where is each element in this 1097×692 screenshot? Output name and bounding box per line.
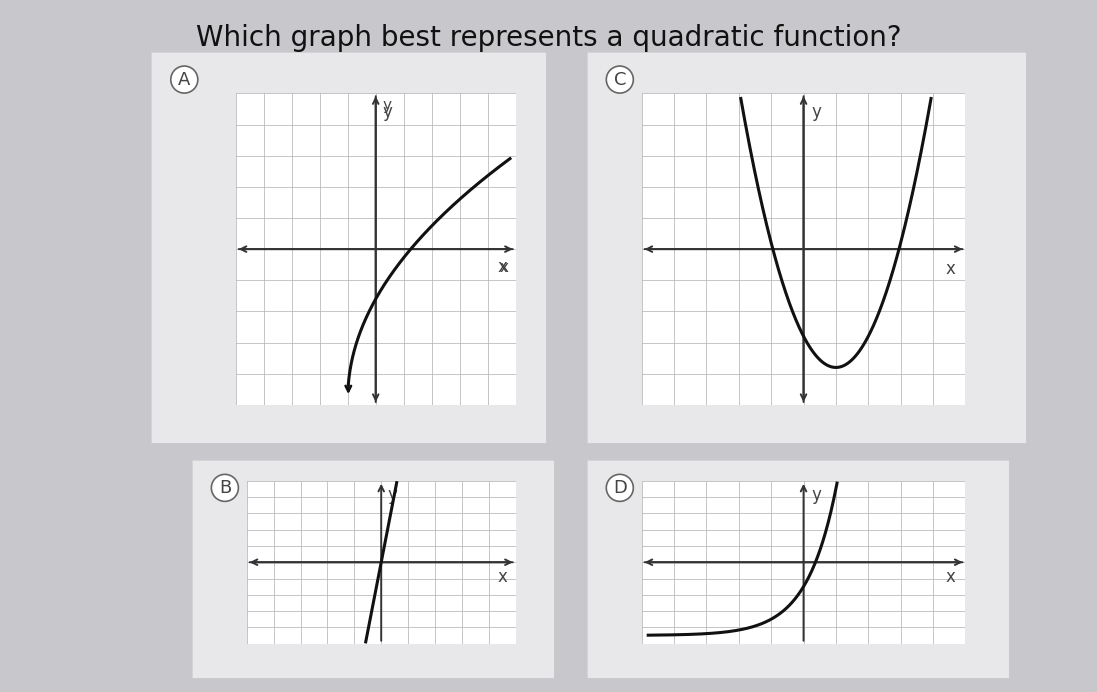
- Text: Which graph best represents a quadratic function?: Which graph best represents a quadratic …: [195, 24, 902, 52]
- Text: y: y: [388, 486, 398, 504]
- Text: x: x: [946, 568, 955, 586]
- Text: B: B: [218, 479, 231, 497]
- Text: y: y: [812, 486, 822, 504]
- Text: x: x: [497, 259, 507, 277]
- Text: y: y: [383, 102, 393, 121]
- Text: C: C: [613, 71, 626, 89]
- Text: x: x: [946, 260, 955, 278]
- Text: A: A: [178, 71, 191, 89]
- Text: x: x: [500, 260, 509, 275]
- Text: x: x: [498, 568, 508, 586]
- Text: y: y: [383, 98, 392, 113]
- Text: D: D: [613, 479, 626, 497]
- Text: y: y: [812, 102, 822, 121]
